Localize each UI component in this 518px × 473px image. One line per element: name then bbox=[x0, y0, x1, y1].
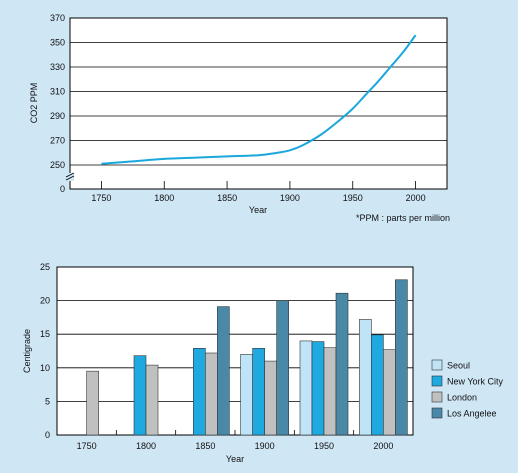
temperature-y-axis: 0 5 10 15 20 25 bbox=[40, 262, 50, 440]
bar-new-york-city-1950 bbox=[311, 341, 325, 436]
bar-london-1900 bbox=[264, 360, 277, 436]
temperature-x-axis: 1750 1800 1850 1900 1950 2000 bbox=[77, 430, 393, 451]
bar-london-1800 bbox=[145, 364, 159, 436]
temperature-x-tick-label: 1850 bbox=[195, 441, 215, 451]
legend-label-los-angelee: Los Angelee bbox=[447, 409, 497, 419]
co2-x-tick-label: 1900 bbox=[280, 193, 300, 203]
temperature-x-tick-label: 1750 bbox=[77, 441, 97, 451]
co2-x-axis-title: Year bbox=[249, 205, 267, 215]
legend-label-seoul: Seoul bbox=[447, 361, 470, 371]
co2-x-tick-label: 1800 bbox=[154, 193, 174, 203]
temperature-x-tick-label: 2000 bbox=[373, 441, 393, 451]
co2-footnote: *PPM : parts per million bbox=[356, 213, 450, 223]
co2-break-gap bbox=[66, 173, 74, 181]
legend-label-london: London bbox=[447, 393, 477, 403]
co2-x-tick-label: 1850 bbox=[217, 193, 237, 203]
co2-y-tick-label: 0 bbox=[60, 184, 65, 194]
co2-series-line bbox=[101, 34, 417, 165]
temperature-y-axis-title: Centigrade bbox=[22, 329, 32, 373]
temperature-y-tick-label: 15 bbox=[40, 329, 50, 339]
bar-los-angelee-1850 bbox=[217, 306, 230, 436]
bar-seoul-1900 bbox=[240, 354, 253, 436]
legend-swatch-seoul bbox=[431, 359, 443, 371]
bar-london-1750 bbox=[86, 370, 99, 436]
co2-y-tick-label: 310 bbox=[50, 87, 65, 97]
temperature-legend: Seoul New York City London Los Angelee bbox=[431, 359, 504, 419]
co2-line-chart: 1750 1800 1850 1900 1950 2000 0 250 270 290 310 33… bbox=[29, 13, 450, 223]
legend-swatch-los-angelee bbox=[431, 407, 443, 419]
bar-los-angelee-2000 bbox=[395, 279, 408, 436]
co2-x-axis: 1750 1800 1850 1900 1950 2000 bbox=[91, 181, 426, 203]
bar-seoul-2000 bbox=[359, 319, 372, 436]
co2-x-tick-label: 1950 bbox=[343, 193, 363, 203]
co2-y-tick-label: 270 bbox=[50, 136, 65, 146]
temperature-x-tick-label: 1900 bbox=[255, 441, 275, 451]
temperature-bar-chart: 1750 1800 1850 1900 1950 2000 0 5 10 15 20 25 Cent… bbox=[22, 262, 504, 464]
temperature-gridlines bbox=[57, 300, 413, 402]
temperature-y-tick-label: 5 bbox=[45, 396, 50, 406]
bar-los-angelee-1900 bbox=[276, 300, 289, 436]
co2-gridlines bbox=[70, 42, 447, 166]
bar-seoul-1950 bbox=[299, 340, 313, 436]
co2-axis-break-marker bbox=[65, 172, 75, 181]
co2-break-slash bbox=[65, 172, 75, 181]
co2-plot-area bbox=[69, 17, 448, 190]
bar-london-1950 bbox=[323, 347, 337, 436]
legend-swatch-new-york-city bbox=[431, 375, 443, 387]
bar-new-york-city-2000 bbox=[371, 334, 384, 436]
co2-y-tick-label: 330 bbox=[50, 62, 65, 72]
temperature-x-tick-label: 1950 bbox=[314, 441, 334, 451]
co2-y-axis: 0 250 270 290 310 330 350 370 bbox=[50, 13, 65, 194]
legend-swatch-london bbox=[431, 391, 443, 403]
co2-y-tick-label: 250 bbox=[50, 160, 65, 170]
temperature-bars bbox=[86, 279, 408, 436]
bar-london-1850 bbox=[205, 352, 218, 436]
bar-new-york-city-1800 bbox=[133, 355, 147, 436]
temperature-y-tick-label: 0 bbox=[45, 430, 50, 440]
temperature-x-tick-label: 1800 bbox=[136, 441, 156, 451]
legend-label-new-york-city: New York City bbox=[447, 377, 504, 387]
bar-new-york-city-1900 bbox=[252, 348, 265, 436]
co2-y-tick-label: 350 bbox=[50, 38, 65, 48]
co2-y-tick-label: 370 bbox=[50, 13, 65, 23]
co2-x-tick-label: 1750 bbox=[91, 193, 111, 203]
bar-los-angelee-1950 bbox=[335, 292, 349, 436]
co2-y-tick-label: 290 bbox=[50, 111, 65, 121]
temperature-y-tick-label: 10 bbox=[40, 363, 50, 373]
bar-london-2000 bbox=[383, 349, 396, 436]
temperature-plot-area bbox=[56, 266, 414, 436]
temperature-y-tick-label: 25 bbox=[40, 262, 50, 272]
temperature-y-tick-label: 20 bbox=[40, 296, 50, 306]
bar-new-york-city-1850 bbox=[193, 348, 206, 436]
co2-y-axis-title: CO2 PPM bbox=[29, 83, 39, 124]
temperature-x-axis-title: Year bbox=[226, 454, 244, 464]
co2-x-tick-label: 2000 bbox=[406, 193, 426, 203]
